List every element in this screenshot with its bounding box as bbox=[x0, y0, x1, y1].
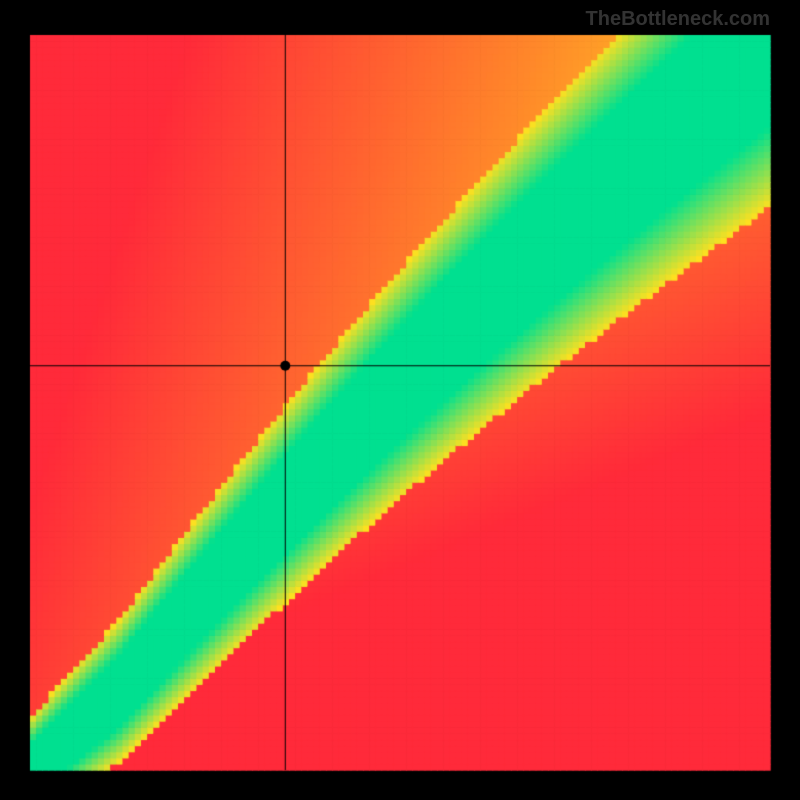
watermark-text: TheBottleneck.com bbox=[586, 8, 770, 31]
chart-container: TheBottleneck.com bbox=[0, 0, 800, 800]
heatmap-canvas bbox=[0, 0, 800, 800]
